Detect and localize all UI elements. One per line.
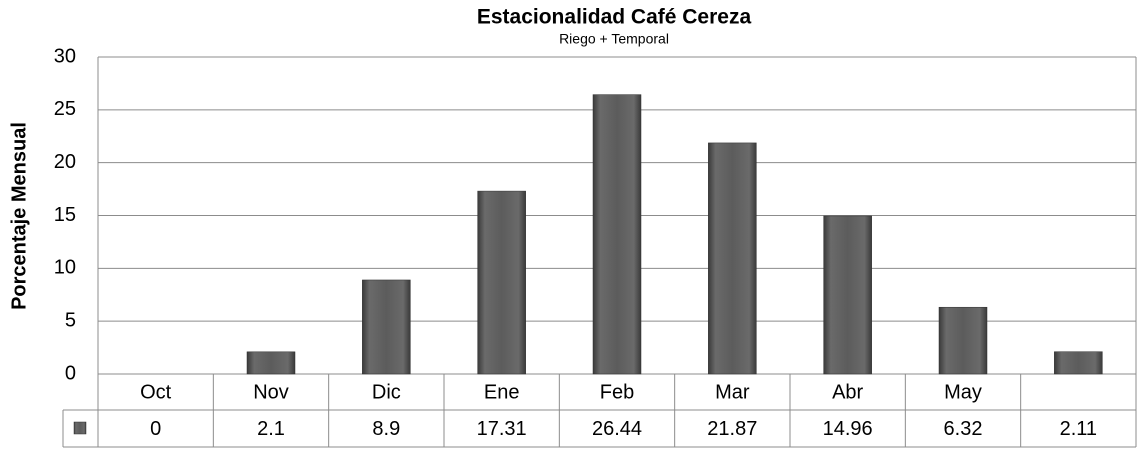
chart-subtitle: Riego + Temporal — [559, 31, 669, 47]
table-value: 6.32 — [944, 418, 983, 440]
y-tick-label: 15 — [54, 204, 76, 226]
y-axis-label: Porcentaje Mensual — [8, 122, 30, 310]
table-value: 2.11 — [1060, 418, 1097, 440]
bar — [592, 94, 642, 375]
table-value: 26.44 — [592, 418, 642, 440]
x-tick-label: Dic — [372, 381, 401, 403]
x-tick-label: May — [944, 381, 982, 403]
table-value: 2.1 — [257, 418, 285, 440]
y-tick-label: 10 — [54, 257, 76, 279]
table-value: 8.9 — [372, 418, 400, 440]
y-tick-label: 0 — [65, 362, 76, 384]
bar — [823, 215, 872, 375]
y-tick-label: 5 — [65, 309, 76, 331]
chart-title: Estacionalidad Café Cereza — [477, 6, 752, 29]
bar — [477, 190, 526, 375]
table-value: 21.87 — [707, 418, 757, 440]
x-tick-label: Mar — [715, 381, 750, 403]
bar — [362, 279, 411, 375]
bar — [938, 306, 988, 375]
y-tick-label: 25 — [54, 98, 76, 120]
y-tick-label: 30 — [54, 45, 76, 67]
x-tick-label: Feb — [600, 381, 634, 403]
x-tick-label: Ene — [484, 381, 520, 403]
table-value: 14.96 — [823, 418, 873, 440]
x-tick-label: Oct — [140, 381, 172, 403]
bar — [708, 142, 757, 375]
bar — [246, 351, 296, 375]
bar — [1054, 351, 1103, 375]
x-tick-label: Nov — [253, 381, 289, 403]
legend-key — [73, 421, 87, 435]
x-tick-label: Abr — [832, 381, 863, 403]
table-value: 17.31 — [477, 418, 527, 440]
table-value: 0 — [150, 418, 161, 440]
y-tick-label: 20 — [54, 151, 76, 173]
